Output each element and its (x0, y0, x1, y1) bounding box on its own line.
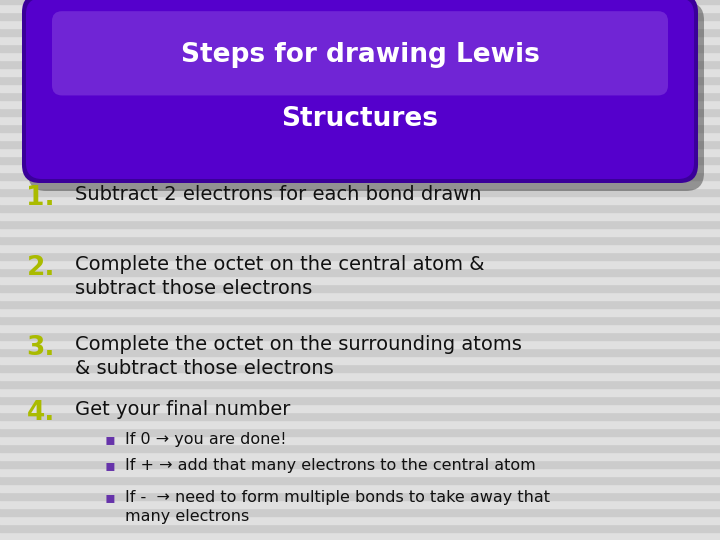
Text: If + → add that many electrons to the central atom: If + → add that many electrons to the ce… (125, 458, 536, 473)
Bar (0, 532, 720, 540)
Bar (0, 436, 720, 444)
Bar (0, 444, 720, 452)
Text: ▪: ▪ (104, 432, 115, 447)
Bar (0, 412, 720, 420)
Bar (0, 300, 720, 308)
Bar (0, 188, 720, 196)
Bar (0, 508, 720, 516)
Bar (0, 260, 720, 268)
Bar (0, 140, 720, 148)
Bar (0, 84, 720, 92)
Text: ▪: ▪ (104, 458, 115, 473)
Bar (0, 420, 720, 428)
Bar (0, 204, 720, 212)
Bar (0, 524, 720, 532)
Bar (0, 228, 720, 236)
Bar (0, 364, 720, 372)
Bar (0, 76, 720, 84)
Bar (0, 308, 720, 316)
Bar (0, 12, 720, 20)
Bar (0, 116, 720, 124)
Bar (0, 100, 720, 108)
Bar (0, 252, 720, 260)
Bar (0, 404, 720, 412)
Bar (0, 516, 720, 524)
Bar (0, 372, 720, 380)
Bar (0, 276, 720, 284)
Bar (0, 460, 720, 468)
Text: Get your final number: Get your final number (75, 400, 290, 419)
Bar (0, 28, 720, 36)
Bar (0, 500, 720, 508)
Bar (0, 44, 720, 52)
Bar (0, 388, 720, 396)
Bar (0, 492, 720, 500)
Bar (0, 396, 720, 404)
Bar (0, 108, 720, 116)
Bar (0, 156, 720, 164)
Bar (0, 356, 720, 364)
Bar (0, 324, 720, 332)
Bar (0, 468, 720, 476)
Bar (0, 196, 720, 204)
FancyBboxPatch shape (26, 0, 694, 179)
Bar (0, 348, 720, 356)
Text: Complete the octet on the central atom &
subtract those electrons: Complete the octet on the central atom &… (75, 255, 485, 298)
Bar (0, 220, 720, 228)
Bar (0, 428, 720, 436)
Bar (0, 60, 720, 68)
Bar (0, 4, 720, 12)
Bar (0, 92, 720, 100)
Text: ▪: ▪ (104, 490, 115, 505)
Bar (0, 52, 720, 60)
Bar (0, 284, 720, 292)
Text: If 0 → you are done!: If 0 → you are done! (125, 432, 287, 447)
Text: 1.: 1. (27, 185, 55, 211)
FancyBboxPatch shape (52, 11, 668, 96)
Bar (0, 172, 720, 180)
Bar (0, 236, 720, 244)
Bar (0, 268, 720, 276)
Bar (0, 476, 720, 484)
Bar (0, 164, 720, 172)
Bar (0, 20, 720, 28)
Text: 3.: 3. (27, 335, 55, 361)
Bar (0, 0, 720, 4)
Bar (0, 36, 720, 44)
Bar (0, 148, 720, 156)
Text: 2.: 2. (27, 255, 55, 281)
Bar (0, 124, 720, 132)
Bar (0, 380, 720, 388)
Bar (0, 212, 720, 220)
Bar (0, 316, 720, 324)
Text: Subtract 2 electrons for each bond drawn: Subtract 2 electrons for each bond drawn (75, 185, 482, 204)
FancyBboxPatch shape (28, 2, 704, 191)
Text: Complete the octet on the surrounding atoms
& subtract those electrons: Complete the octet on the surrounding at… (75, 335, 522, 378)
Bar (0, 292, 720, 300)
Bar (0, 180, 720, 188)
FancyBboxPatch shape (22, 0, 698, 183)
Bar (0, 68, 720, 76)
Text: Structures: Structures (282, 106, 438, 132)
Bar (0, 244, 720, 252)
Bar (0, 332, 720, 340)
Text: Steps for drawing Lewis: Steps for drawing Lewis (181, 42, 539, 68)
Text: If -  → need to form multiple bonds to take away that
many electrons: If - → need to form multiple bonds to ta… (125, 490, 550, 524)
Bar (0, 484, 720, 492)
Bar (0, 340, 720, 348)
Text: 4.: 4. (27, 400, 55, 426)
Bar (0, 452, 720, 460)
Bar (0, 132, 720, 140)
